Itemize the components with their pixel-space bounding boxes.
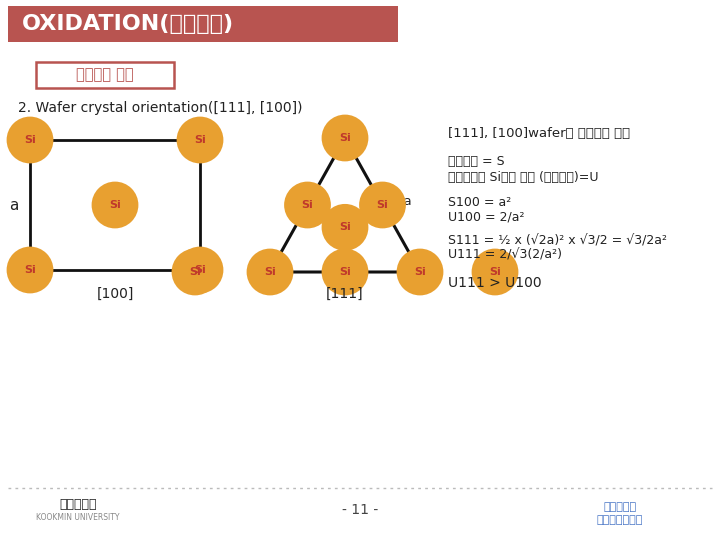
Text: a: a xyxy=(9,198,19,213)
Bar xyxy=(36,62,174,88)
Circle shape xyxy=(173,250,217,294)
Text: Si: Si xyxy=(109,200,121,210)
Circle shape xyxy=(323,205,367,249)
Text: [111], [100]wafer의 원자밀도 비교: [111], [100]wafer의 원자밀도 비교 xyxy=(448,127,630,140)
Circle shape xyxy=(93,183,137,227)
Circle shape xyxy=(323,116,367,160)
Text: OXIDATION(산화공정): OXIDATION(산화공정) xyxy=(22,14,234,34)
Text: Si: Si xyxy=(194,265,206,275)
Text: - 11 -: - 11 - xyxy=(342,503,378,517)
Text: Si: Si xyxy=(194,135,206,145)
Text: √2a: √2a xyxy=(389,194,412,207)
Text: 국가지정연구실: 국가지정연구실 xyxy=(597,515,643,525)
Text: Si: Si xyxy=(302,200,313,210)
Circle shape xyxy=(323,250,367,294)
Text: Si: Si xyxy=(24,135,36,145)
Text: U111 = 2/√3(2/a²): U111 = 2/√3(2/a²) xyxy=(448,249,562,262)
Circle shape xyxy=(178,248,222,292)
Text: 국민대학교: 국민대학교 xyxy=(59,497,96,510)
Circle shape xyxy=(248,250,292,294)
Text: Si: Si xyxy=(339,222,351,232)
Text: [111]: [111] xyxy=(326,287,364,301)
Circle shape xyxy=(178,118,222,162)
Circle shape xyxy=(8,248,52,292)
Text: 산화공정 변수: 산화공정 변수 xyxy=(76,68,134,83)
Text: 과학기술부: 과학기술부 xyxy=(603,502,636,512)
Text: Si: Si xyxy=(489,267,501,277)
Text: 2. Wafer crystal orientation([111], [100]): 2. Wafer crystal orientation([111], [100… xyxy=(18,101,302,115)
Text: Si: Si xyxy=(377,200,388,210)
Text: Si: Si xyxy=(339,267,351,277)
Text: Si: Si xyxy=(414,267,426,277)
Circle shape xyxy=(8,118,52,162)
Circle shape xyxy=(286,183,330,227)
Text: S100 = a²: S100 = a² xyxy=(448,196,511,209)
Text: 단위면적당 Si원자 개수 (원자밀도)=U: 단위면적당 Si원자 개수 (원자밀도)=U xyxy=(448,171,598,184)
Text: Si: Si xyxy=(189,267,201,277)
Circle shape xyxy=(473,250,517,294)
Text: Si: Si xyxy=(339,133,351,143)
Text: [100]: [100] xyxy=(96,287,134,301)
Text: KOOKMIN UNIVERSITY: KOOKMIN UNIVERSITY xyxy=(36,514,120,523)
Text: Si: Si xyxy=(264,267,276,277)
Text: U111 > U100: U111 > U100 xyxy=(448,276,541,290)
Text: 단위면적 = S: 단위면적 = S xyxy=(448,155,505,168)
Text: Si: Si xyxy=(24,265,36,275)
Text: S111 = ½ x (√2a)² x √3/2 = √3/2a²: S111 = ½ x (√2a)² x √3/2 = √3/2a² xyxy=(448,235,667,248)
Bar xyxy=(8,6,398,42)
Circle shape xyxy=(361,183,405,227)
Text: U100 = 2/a²: U100 = 2/a² xyxy=(448,210,524,223)
Circle shape xyxy=(398,250,442,294)
